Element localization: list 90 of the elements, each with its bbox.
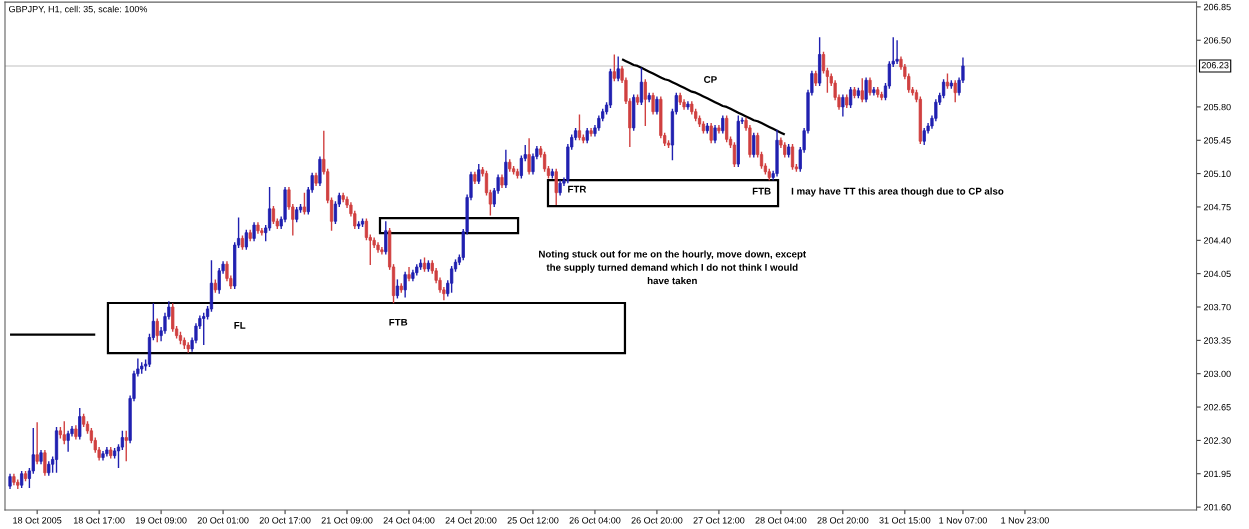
candlestick [953, 79, 957, 103]
candlestick [120, 430, 124, 451]
x-tick-label: 20 Oct 01:00 [197, 517, 249, 524]
candlestick [450, 265, 454, 294]
candlestick [62, 420, 66, 445]
x-tick-label: 19 Oct 09:00 [135, 517, 187, 524]
candlestick [790, 143, 795, 171]
candlestick [941, 78, 946, 100]
x-tick-label: 31 Oct 15:00 [879, 517, 931, 524]
y-tick-label: 204.40 [1203, 237, 1231, 244]
y-tick-label: 206.50 [1203, 37, 1231, 44]
candlestick [35, 421, 39, 465]
annotation: Noting stuck out for me on the hourly, move down, except the supply turned demand which I do not think I would have taken [539, 250, 807, 285]
candlestick [651, 91, 655, 116]
candlestick [124, 430, 128, 463]
annotation: FTR [568, 185, 587, 193]
x-tick-label: 1 Nov 07:00 [939, 517, 987, 524]
chart-title: GBPJPY, H1, cell: 35, scale: 100% [9, 5, 148, 14]
candlestick [267, 186, 272, 232]
candlestick [616, 55, 620, 82]
candlestick [542, 151, 547, 173]
candlestick [380, 246, 384, 256]
line-series [620, 58, 786, 136]
candlestick [849, 86, 853, 109]
candlestick [403, 271, 407, 299]
candlestick [868, 76, 872, 97]
candlestick [713, 124, 717, 144]
x-tick-label: 25 Oct 12:00 [507, 517, 559, 524]
x-tick-label: 24 Oct 20:00 [445, 517, 497, 524]
candlestick [752, 131, 756, 159]
annotation: FTB [389, 318, 408, 326]
candlestick [709, 122, 713, 144]
candlestick [302, 191, 307, 216]
candlestick [384, 220, 388, 256]
candlestick [407, 266, 411, 282]
candlestick [639, 67, 644, 106]
x-tick-label: 26 Oct 04:00 [569, 517, 621, 524]
candlestick [860, 77, 864, 103]
candlestick [895, 39, 899, 65]
candlestick [271, 205, 276, 225]
x-tick-label: 28 Oct 04:00 [755, 517, 807, 524]
y-tick-label: 205.10 [1203, 170, 1231, 177]
y-tick-label: 202.65 [1203, 404, 1231, 411]
x-tick-label: 1 Nov 23:00 [1001, 517, 1049, 524]
candlestick [155, 317, 159, 343]
candlestick [821, 50, 826, 75]
x-tick-label: 20 Oct 17:00 [259, 517, 311, 524]
candlestick [721, 114, 725, 135]
candlestick [554, 168, 558, 206]
candlestick [504, 149, 508, 189]
candlestick [864, 76, 868, 103]
y-tick-label: 203.00 [1203, 370, 1231, 378]
y-tick-label: 201.60 [1203, 504, 1231, 511]
candlestick [43, 449, 47, 477]
y-tick-label: 204.75 [1203, 203, 1231, 211]
x-tick-label: 24 Oct 04:00 [383, 517, 435, 524]
x-tick-label: 28 Oct 20:00 [817, 517, 869, 524]
annotation: I may have TT this area though due to CP also [791, 187, 1004, 197]
candlestick [244, 229, 248, 251]
x-tick-label: 21 Oct 09:00 [321, 517, 373, 524]
candlestick [477, 163, 481, 185]
annotation: FTB [752, 187, 771, 195]
annotation: CP [704, 76, 717, 83]
candlestick [841, 93, 845, 118]
x-tick-label: 26 Oct 20:00 [631, 517, 683, 524]
annotation: FL [234, 321, 246, 329]
ref-line-label: 206.23 [1201, 61, 1229, 69]
y-tick-label: 201.95 [1203, 470, 1231, 478]
y-tick-label: 202.30 [1203, 437, 1231, 444]
candlestick [519, 154, 523, 180]
x-tick-label: 18 Oct 17:00 [73, 517, 125, 524]
y-tick-label: 203.70 [1203, 303, 1231, 311]
candlestick [655, 95, 659, 116]
candlestick [252, 221, 256, 242]
y-tick-label: 204.05 [1203, 270, 1231, 278]
candlestick [66, 430, 70, 453]
y-tick-label: 203.35 [1203, 337, 1231, 344]
y-tick-label: 206.85 [1203, 3, 1231, 11]
y-tick-label: 205.80 [1203, 103, 1231, 111]
candlestick [577, 113, 582, 141]
candlestick [612, 53, 616, 82]
candlestick [732, 141, 737, 168]
x-tick-label: 27 Oct 12:00 [693, 517, 745, 524]
candlestick [364, 217, 369, 242]
candlestick [78, 407, 82, 441]
candlestick [527, 137, 531, 176]
x-tick-label: 18 Oct 2005 [13, 517, 62, 524]
y-tick-label: 205.45 [1203, 137, 1231, 144]
candlestick [318, 155, 322, 187]
candlestick [643, 78, 647, 127]
